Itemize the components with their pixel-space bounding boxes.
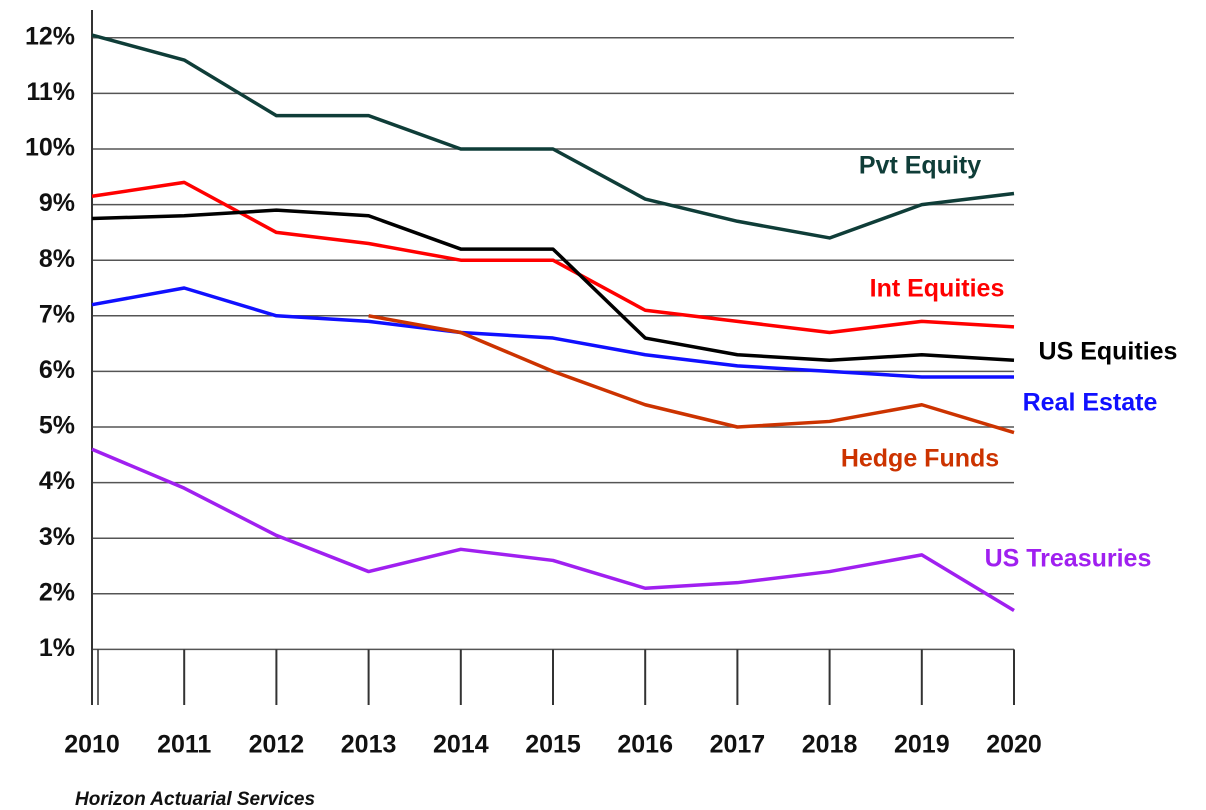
- y-tick-label: 2%: [39, 578, 75, 606]
- y-tick-label: 1%: [39, 634, 75, 662]
- x-tick-label: 2010: [64, 731, 120, 759]
- source: Horizon Actuarial Services: [75, 789, 315, 810]
- series-label: Int Equities: [870, 275, 1005, 303]
- y-tick-label: 7%: [39, 300, 75, 328]
- x-tick-label: 2013: [341, 731, 397, 759]
- series-line: [91, 208, 1015, 363]
- x-tick-label: 2014: [433, 731, 489, 759]
- series-label: US Equities: [1039, 338, 1178, 366]
- series-label: Real Estate: [1023, 389, 1158, 417]
- series-line: [368, 314, 1015, 435]
- series-line: [91, 180, 1015, 335]
- x-tick-label: 2015: [525, 731, 581, 759]
- x-tick-label: 2020: [986, 731, 1042, 759]
- x-tick-label: 2012: [249, 731, 305, 759]
- y-tick-label: 9%: [39, 189, 75, 217]
- y-tick-label: 10%: [25, 134, 75, 162]
- x-tick-label: 2017: [710, 731, 766, 759]
- x-tick-label: 2016: [617, 731, 673, 759]
- y-tick-label: 11%: [26, 78, 75, 106]
- series-label: Hedge Funds: [841, 445, 999, 473]
- series-line: [91, 33, 1015, 240]
- series-line: [91, 286, 1014, 379]
- x-tick-label: 2011: [157, 731, 211, 759]
- y-tick-label: 4%: [39, 467, 75, 495]
- y-tick-label: 12%: [25, 22, 75, 50]
- y-tick-label: 3%: [39, 523, 75, 551]
- y-tick-label: 8%: [39, 245, 75, 273]
- y-tick-label: 5%: [39, 412, 75, 440]
- series-line: [91, 447, 1015, 612]
- x-tick-label: 2018: [802, 731, 858, 759]
- y-tick-label: 6%: [39, 356, 75, 384]
- x-tick-label: 2019: [894, 731, 950, 759]
- series-label: Pvt Equity: [859, 152, 981, 180]
- series-label: US Treasuries: [985, 545, 1152, 573]
